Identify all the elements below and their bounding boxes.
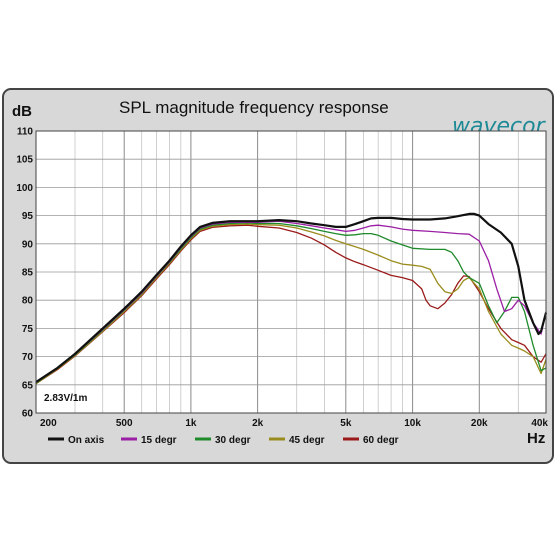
x-tick-label: 200 [40,418,57,429]
legend-label-45-degr: 45 degr [289,435,325,446]
legend-label-on-axis: On axis [68,435,105,446]
series-line-45-degr [35,223,547,385]
series-lines [35,212,548,385]
x-tick-label: 2k [252,418,264,429]
x-tick-labels: 200 500 1k 2k 5k 10k 20k 40k [40,418,548,429]
plot-area: 2.83V/1m [35,130,548,414]
plot-border [35,130,547,414]
chart-title: SPL magnitude frequency response [119,98,389,117]
legend-label-15-degr: 15 degr [141,435,177,446]
x-tick-label: 10k [404,418,421,429]
y-tick-label: 75 [22,324,34,335]
legend-label-60-degr: 60 degr [363,435,399,446]
y-tick-label: 80 [22,296,34,307]
y-tick-label: 65 [22,380,34,391]
y-axis-label: dB [12,103,32,120]
measurement-note: 2.83V/1m [44,393,87,404]
y-tick-label: 100 [16,183,33,194]
y-tick-label: 60 [22,409,34,420]
y-tick-label: 90 [22,239,34,250]
x-tick-label: 500 [116,418,133,429]
y-tick-label: 95 [22,211,34,222]
x-tick-label: 20k [471,418,488,429]
x-axis-label: Hz [527,430,545,447]
y-tick-label: 105 [16,155,33,166]
y-tick-label: 70 [22,352,34,363]
grid-lines [36,130,546,414]
legend-label-30-degr: 30 degr [215,435,251,446]
x-tick-label: 40k [531,418,548,429]
chart-frame: SPL magnitude frequency response dB Hz w… [2,88,554,464]
series-line-on-axis [35,212,548,383]
y-tick-labels: 60 65 70 75 80 85 90 95 100 105 110 [16,127,33,420]
y-tick-label: 85 [22,268,34,279]
x-tick-label: 1k [185,418,197,429]
x-tick-label: 5k [340,418,352,429]
frequency-response-chart: SPL magnitude frequency response dB Hz w… [12,98,548,447]
y-tick-label: 110 [17,127,34,138]
legend: On axis 15 degr 30 degr 45 degr 60 degr [48,435,399,446]
